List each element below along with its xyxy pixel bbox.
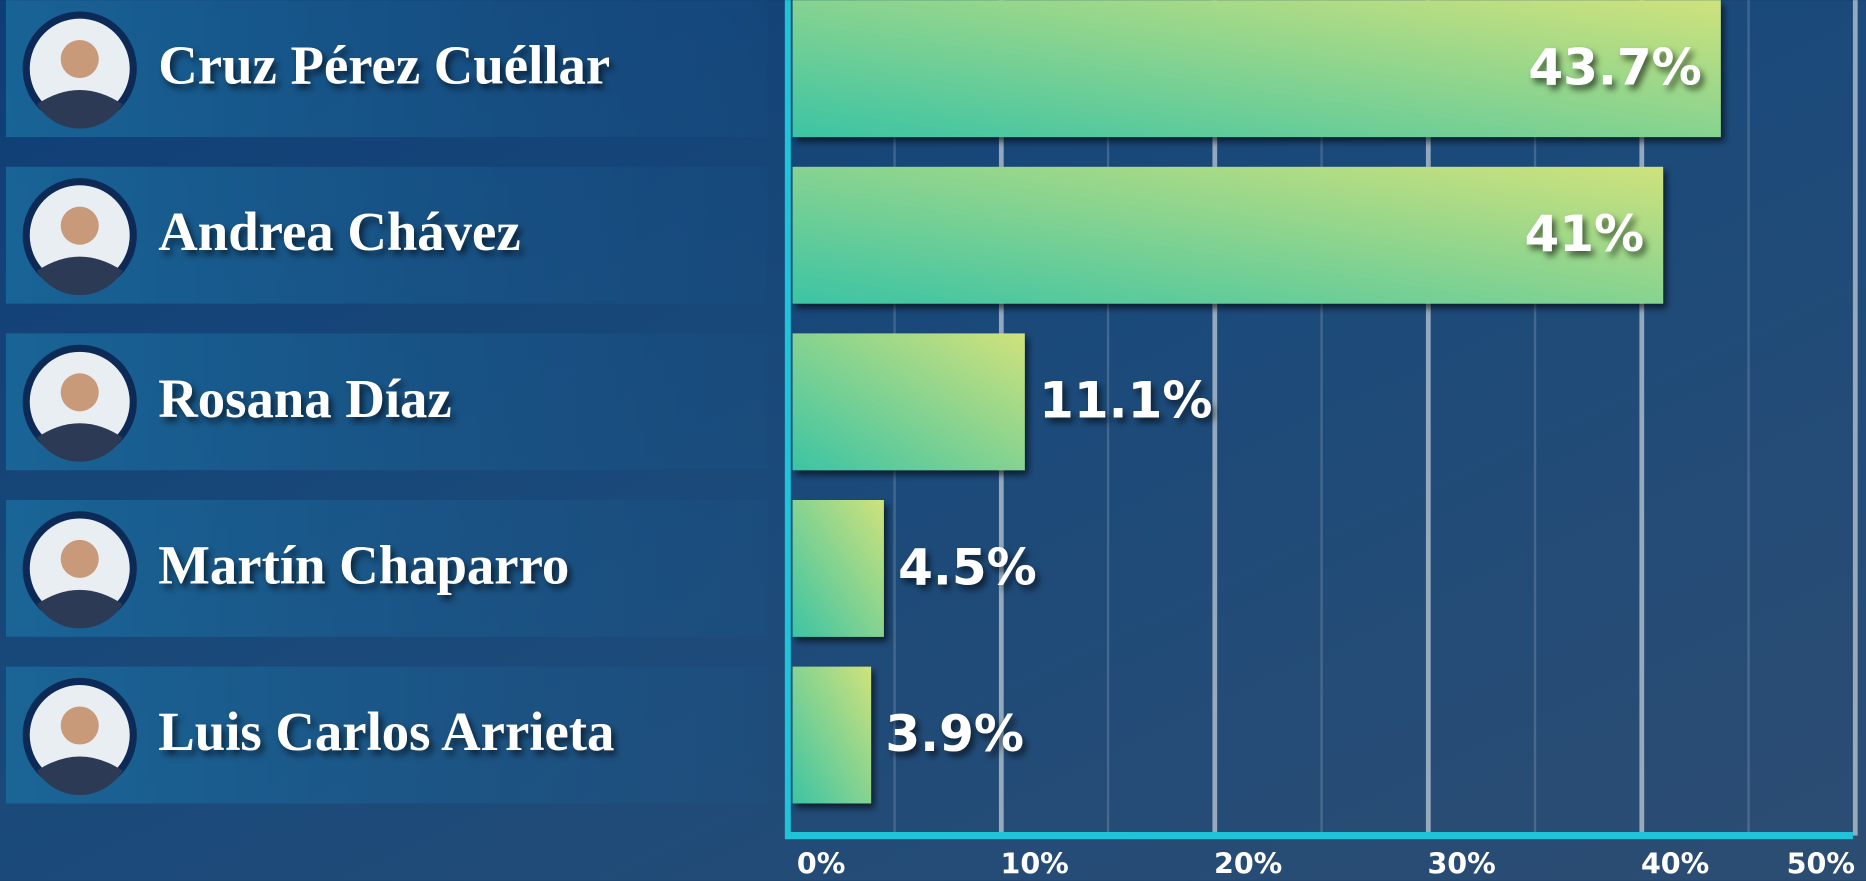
- avatar-head: [61, 373, 99, 411]
- avatar-head: [61, 207, 99, 245]
- value-label: 4.5%: [898, 538, 1037, 596]
- x-tick-label: 50%: [1787, 846, 1855, 880]
- candidate-name: Luis Carlos Arrieta: [158, 701, 614, 762]
- value-label: 11.1%: [1039, 372, 1212, 430]
- bar: [793, 667, 872, 804]
- x-tick-label: 10%: [1000, 846, 1068, 880]
- x-tick-label: 30%: [1427, 846, 1495, 880]
- avatar-head: [61, 540, 99, 578]
- bar: [793, 500, 884, 637]
- bar: [793, 333, 1025, 470]
- value-label: 3.9%: [885, 705, 1024, 763]
- candidate-name: Rosana Díaz: [158, 368, 451, 429]
- candidate-name: Andrea Chávez: [158, 201, 520, 262]
- candidate-name: Cruz Pérez Cuéllar: [158, 35, 610, 96]
- value-label: 43.7%: [1528, 38, 1701, 96]
- avatar-head: [61, 40, 99, 78]
- x-tick-label: 40%: [1641, 846, 1709, 880]
- x-tick-label: 20%: [1214, 846, 1282, 880]
- x-tick-label: 0%: [797, 846, 845, 880]
- avatar-head: [61, 706, 99, 744]
- value-label: 41%: [1524, 205, 1644, 263]
- chart: Cruz Pérez Cuéllar 43.7% Andrea Chávez 41% R…: [0, 0, 1866, 881]
- candidate-name: Martín Chaparro: [158, 534, 569, 595]
